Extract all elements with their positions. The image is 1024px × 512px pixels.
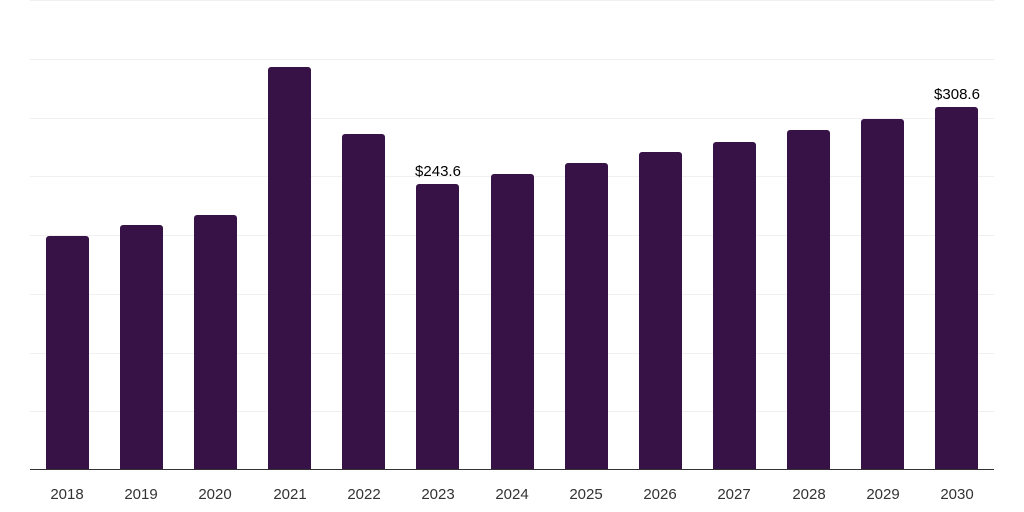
bar-2020[interactable] bbox=[194, 215, 237, 470]
bar-2021[interactable] bbox=[268, 67, 311, 470]
x-tick-label: 2019 bbox=[124, 486, 158, 503]
bar-2024[interactable] bbox=[491, 174, 534, 470]
x-tick-label: 2029 bbox=[866, 486, 900, 503]
bar-2029[interactable] bbox=[861, 119, 904, 470]
gridline bbox=[30, 0, 994, 1]
x-tick-label: 2022 bbox=[347, 486, 381, 503]
x-tick-label: 2021 bbox=[273, 486, 307, 503]
bar-2027[interactable] bbox=[713, 142, 756, 470]
bar-2019[interactable] bbox=[120, 225, 163, 470]
x-axis-line bbox=[30, 469, 994, 470]
bar-2030[interactable] bbox=[935, 107, 978, 470]
x-tick-label: 2028 bbox=[792, 486, 826, 503]
bar-2025[interactable] bbox=[565, 163, 608, 470]
x-tick-label: 2030 bbox=[940, 486, 974, 503]
bar-2022[interactable] bbox=[342, 134, 385, 470]
x-tick-label: 2025 bbox=[569, 486, 603, 503]
data-label: $243.6 bbox=[415, 163, 461, 180]
x-tick-label: 2026 bbox=[643, 486, 677, 503]
x-tick-label: 2020 bbox=[198, 486, 232, 503]
gridline bbox=[30, 59, 994, 60]
x-tick-label: 2024 bbox=[495, 486, 529, 503]
bar-2028[interactable] bbox=[787, 130, 830, 470]
x-tick-label: 2023 bbox=[421, 486, 455, 503]
data-label: $308.6 bbox=[934, 86, 980, 103]
bar-2026[interactable] bbox=[639, 152, 682, 470]
x-tick-label: 2018 bbox=[50, 486, 84, 503]
bar-2018[interactable] bbox=[46, 236, 89, 470]
x-tick-label: 2027 bbox=[717, 486, 751, 503]
gridline bbox=[30, 118, 994, 119]
bar-2023[interactable] bbox=[416, 184, 459, 470]
